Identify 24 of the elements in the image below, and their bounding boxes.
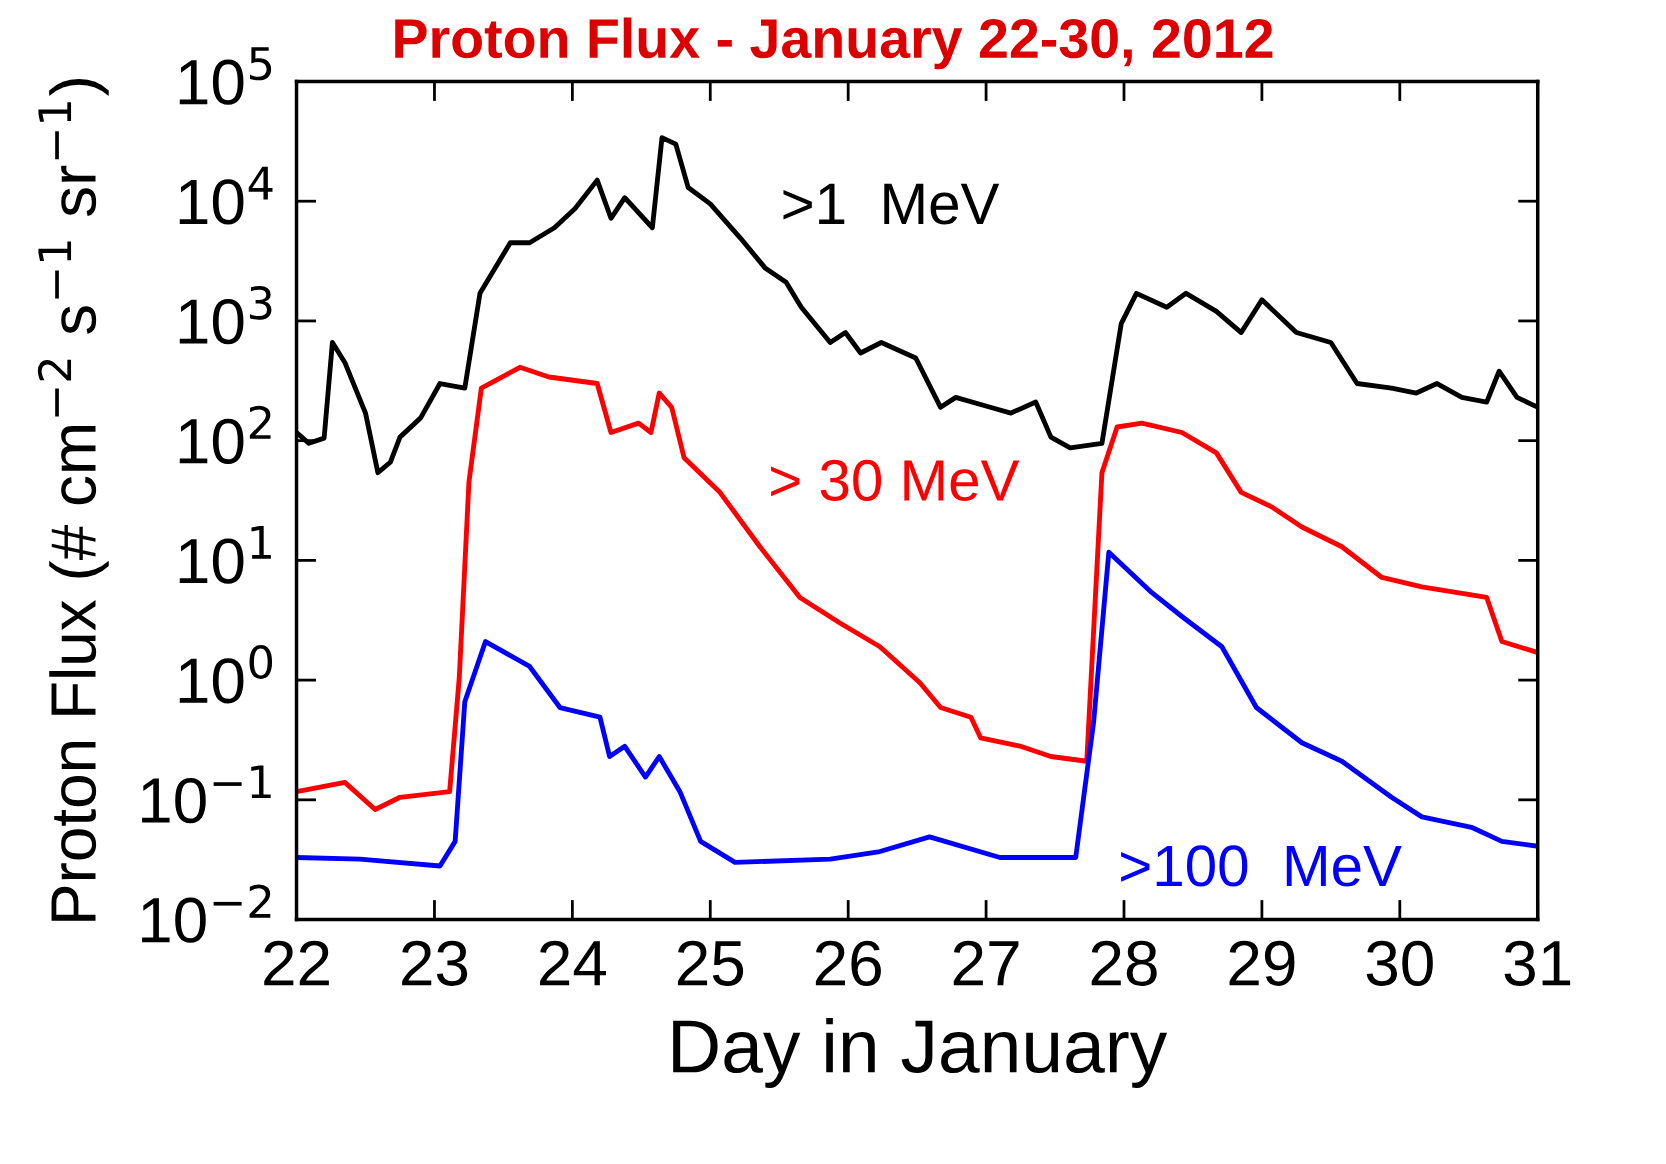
y-tick-label: 10$^{−2}$ [142, 884, 271, 943]
x-tick-label: 25 [677, 940, 744, 986]
y-tick-label: 10$^{3}$ [179, 285, 272, 345]
chart-title: Proton Flux - January 22-30, 2012 [395, 17, 1273, 70]
x-tick-label: 28 [1091, 940, 1157, 986]
y-tick-label: 10$^{4}$ [179, 166, 273, 225]
x-tick-label: 30 [1366, 940, 1433, 986]
x-tick-label: 31 [1504, 940, 1571, 986]
x-tick-label: 23 [402, 940, 468, 986]
y-axis-title: Proton Flux (# cm$^{−2}$ s$^{−1}$ sr$^{−1}$) [37, 79, 109, 921]
x-tick-label: 26 [815, 940, 881, 986]
x-axis-title: Day in January [673, 1018, 1168, 1088]
series-label: >100 MeV [1121, 845, 1402, 887]
x-tick-label: 24 [540, 940, 607, 986]
x-tick-label: 29 [1229, 940, 1295, 986]
x-tick-label: 22 [264, 940, 329, 986]
y-tick-label: 10$^{2}$ [179, 405, 271, 464]
y-tick-label: 10$^{−1}$ [142, 765, 271, 824]
y-tick-label: 10$^{1}$ [179, 526, 271, 584]
series-label: > 30 MeV [771, 459, 1020, 502]
y-tick-label: 10$^{5}$ [179, 47, 272, 105]
x-tick-label: 27 [953, 940, 1019, 986]
y-tick-label: 10$^{0}$ [179, 645, 273, 704]
series-label: >1 MeV [783, 183, 1000, 225]
